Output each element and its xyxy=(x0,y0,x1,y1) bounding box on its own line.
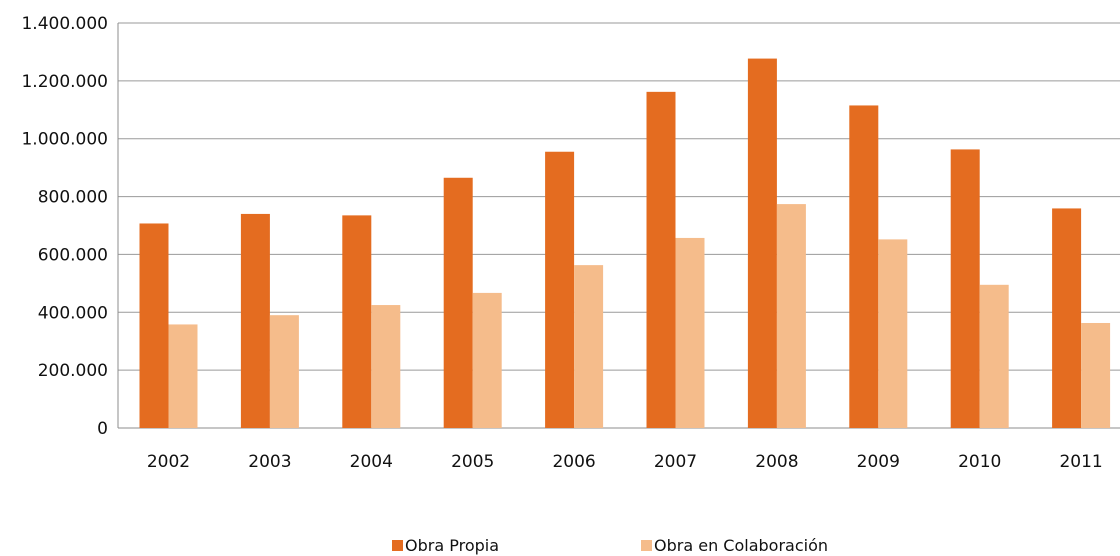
bar-obra-propia xyxy=(950,149,980,429)
x-tick-label: 2004 xyxy=(350,452,393,472)
bar-obra-colaboracion xyxy=(776,204,806,428)
bar-obra-colaboracion xyxy=(979,284,1009,428)
bar-obra-propia xyxy=(443,177,473,428)
bar-obra-colaboracion xyxy=(269,315,299,428)
y-tick-label: 600.000 xyxy=(38,245,108,265)
x-tick-label: 2003 xyxy=(248,452,291,472)
x-tick-label: 2007 xyxy=(654,452,697,472)
bar-obra-propia xyxy=(545,151,575,428)
bar-obra-colaboracion xyxy=(878,239,908,428)
bar-obra-propia xyxy=(646,91,676,428)
y-tick-label: 200.000 xyxy=(38,361,108,381)
legend-swatch xyxy=(641,540,652,551)
bar-obra-colaboracion xyxy=(574,265,604,428)
x-tick-label: 2010 xyxy=(958,452,1001,472)
y-tick-label: 1.000.000 xyxy=(21,130,108,150)
bars xyxy=(139,58,1111,429)
bar-obra-colaboracion xyxy=(675,237,705,428)
bar-obra-colaboracion xyxy=(1081,322,1111,428)
y-tick-label: 0 xyxy=(97,419,108,439)
bar-obra-propia xyxy=(849,105,879,429)
legend: Obra Propia Obra en Colaboración xyxy=(392,536,828,555)
bar-obra-propia xyxy=(139,223,169,428)
bar-obra-propia xyxy=(747,58,777,428)
y-axis-tick-labels: 0 200.000 400.000 600.000 800.000 1.000.000 1.… xyxy=(21,14,108,439)
x-tick-label: 2006 xyxy=(552,452,595,472)
y-tick-label: 800.000 xyxy=(38,188,108,208)
y-tick-label: 400.000 xyxy=(38,303,108,323)
x-tick-label: 2002 xyxy=(147,452,190,472)
bar-obra-propia xyxy=(1052,208,1082,428)
legend-swatch xyxy=(392,540,403,551)
bar-obra-colaboracion xyxy=(371,305,401,428)
x-tick-label: 2005 xyxy=(451,452,494,472)
y-tick-label: 1.400.000 xyxy=(21,14,108,34)
x-tick-label: 2009 xyxy=(857,452,900,472)
bar-obra-colaboracion xyxy=(472,292,502,428)
y-tick-label: 1.200.000 xyxy=(21,72,108,92)
bar-obra-propia xyxy=(240,213,270,428)
legend-label: Obra en Colaboración xyxy=(654,536,828,555)
x-tick-label: 2008 xyxy=(755,452,798,472)
legend-label: Obra Propia xyxy=(405,536,499,555)
bar-obra-colaboracion xyxy=(168,324,198,428)
x-tick-label: 2011 xyxy=(1059,452,1102,472)
x-axis-tick-labels: 2002 2003 2004 2005 2006 2007 2008 2009 2010 2011 xyxy=(147,452,1103,472)
bar-obra-propia xyxy=(342,215,372,428)
